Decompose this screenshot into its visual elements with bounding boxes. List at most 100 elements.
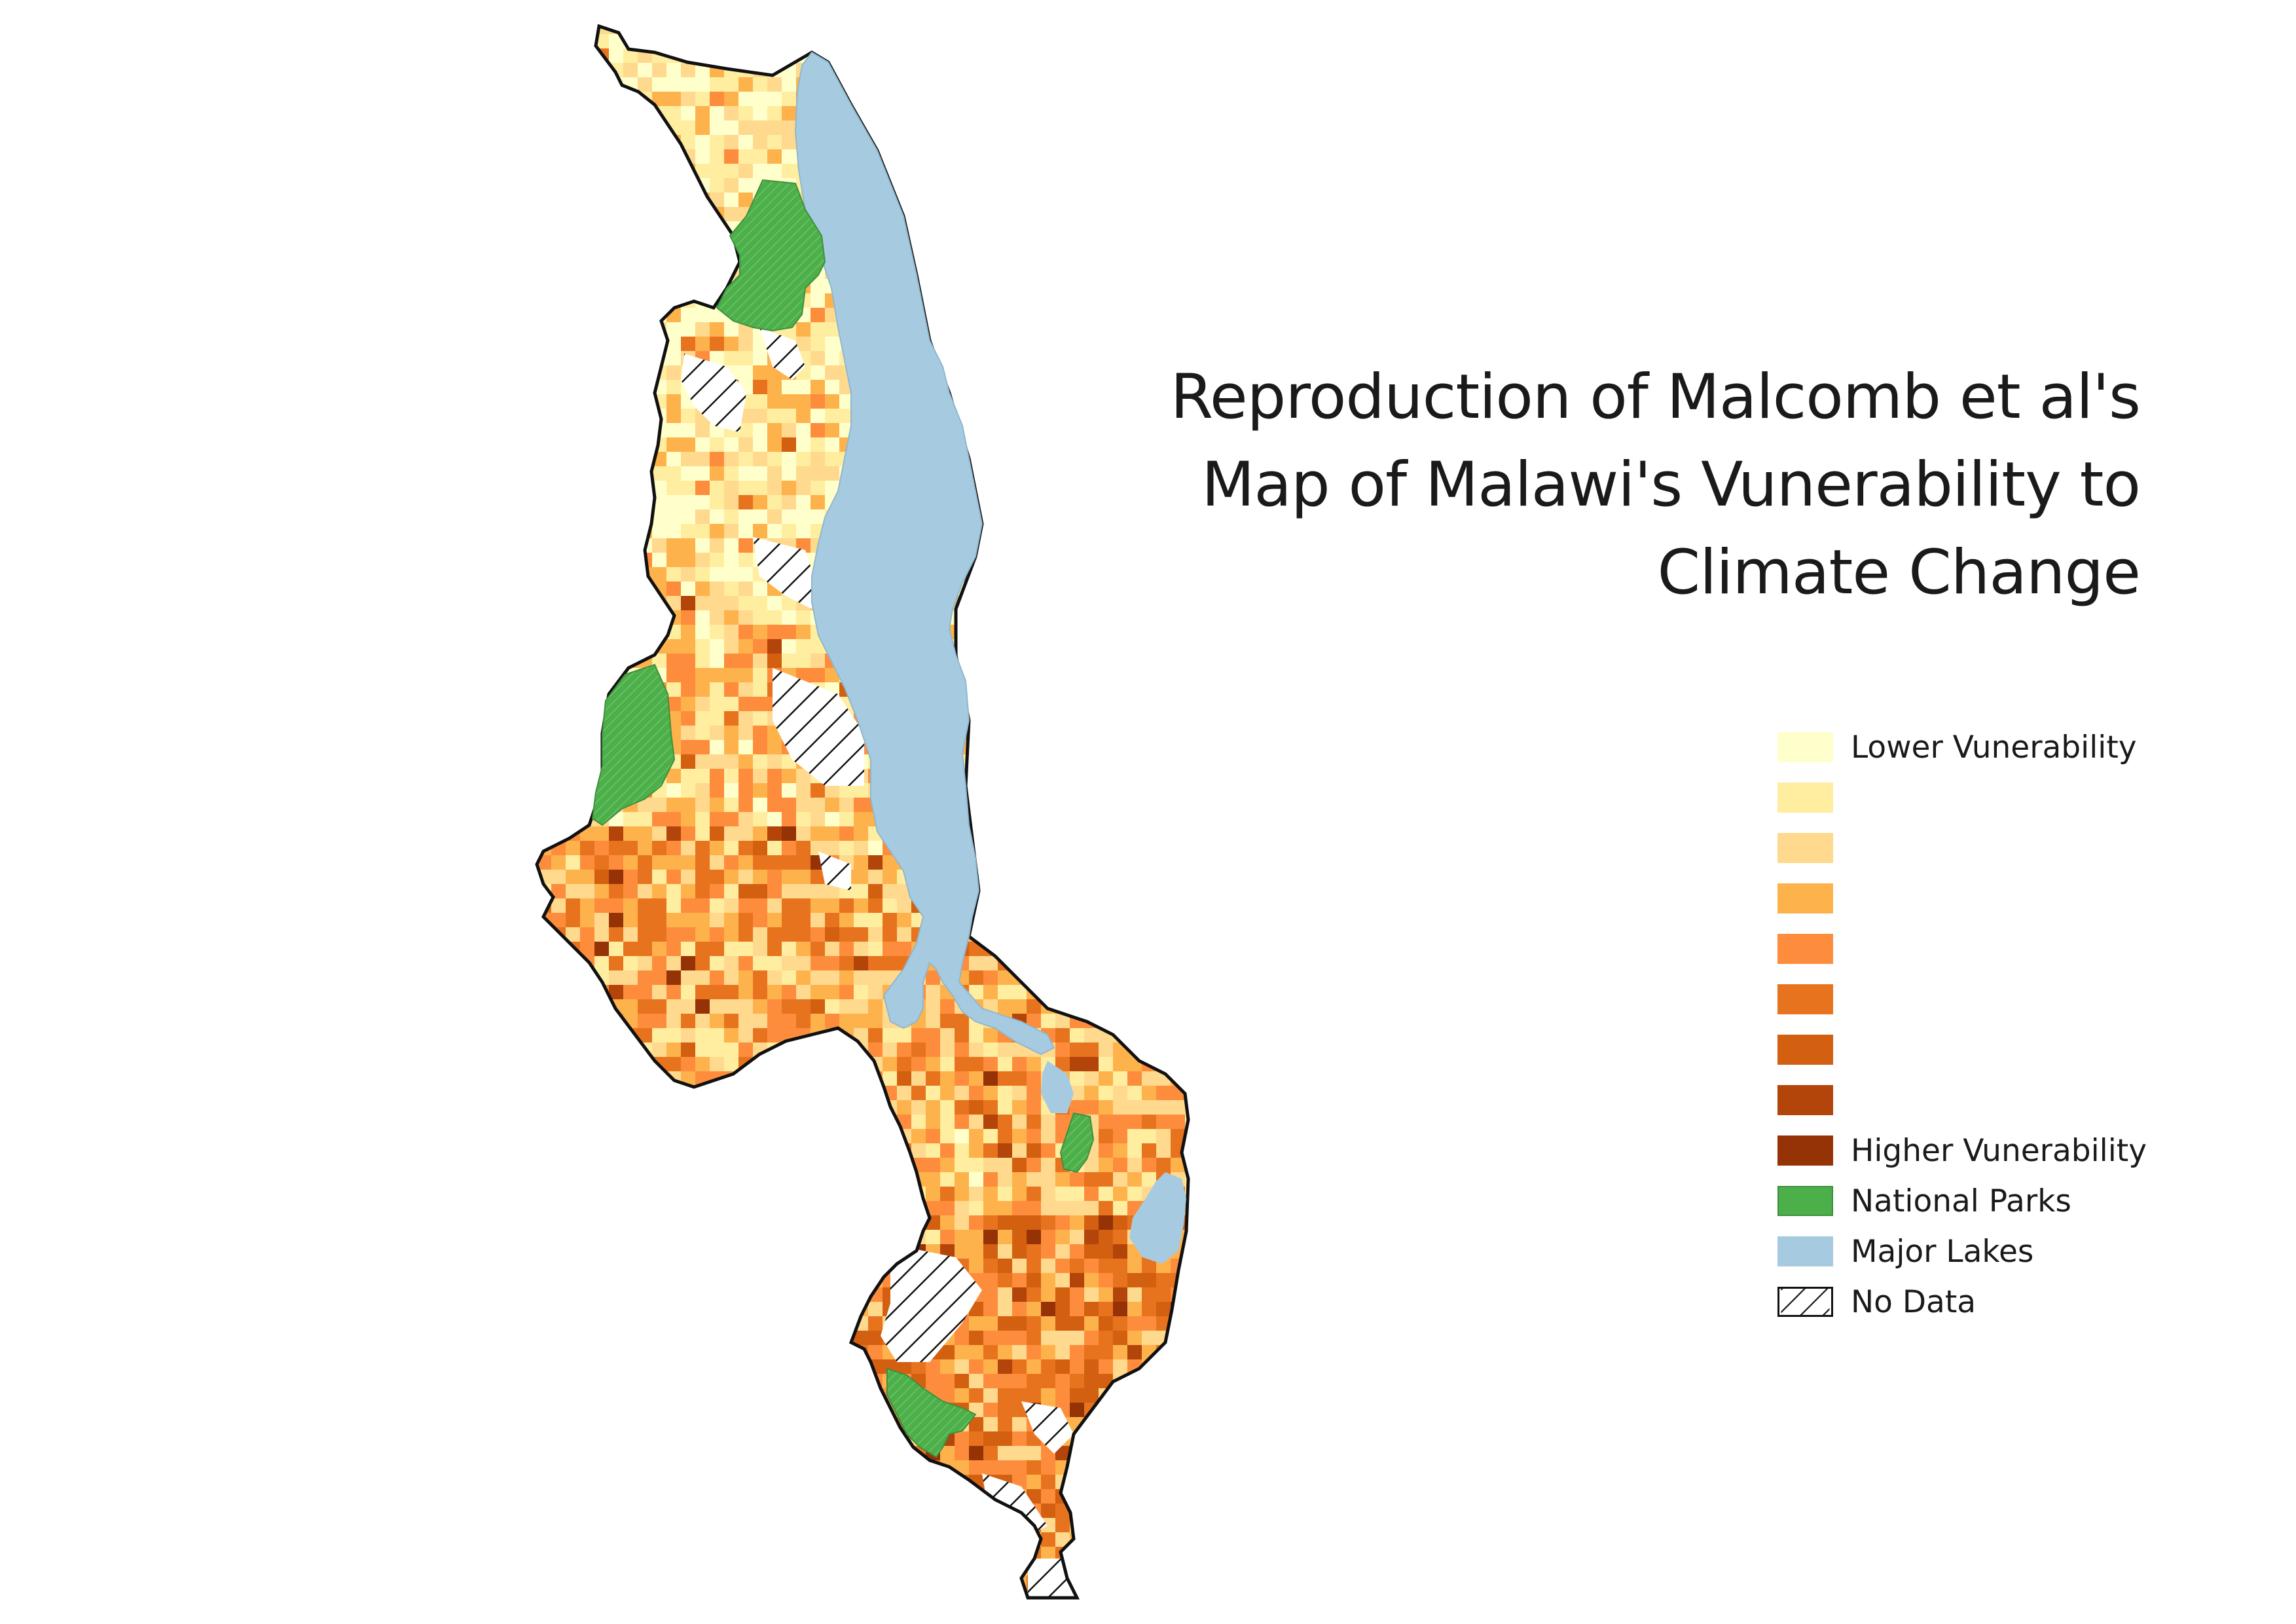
grid-cell — [738, 26, 753, 34]
grid-cell — [782, 394, 796, 409]
grid-cell — [825, 1460, 839, 1475]
grid-cell — [1142, 149, 1156, 164]
grid-cell — [695, 1532, 710, 1547]
grid-cell — [1185, 625, 1188, 639]
grid-cell — [825, 1431, 839, 1446]
grid-cell — [825, 1244, 839, 1259]
grid-cell — [1070, 538, 1084, 553]
grid-cell — [969, 293, 983, 308]
grid-cell — [537, 1374, 551, 1388]
grid-cell — [983, 625, 998, 639]
grid-cell — [681, 798, 695, 812]
grid-cell — [1084, 63, 1099, 77]
grid-cell — [854, 1417, 868, 1431]
grid-cell — [638, 481, 652, 495]
grid-cell — [724, 34, 738, 48]
grid-cell — [926, 1504, 940, 1518]
grid-cell — [566, 106, 580, 120]
grid-cell — [883, 106, 897, 120]
grid-cell — [1185, 265, 1188, 279]
grid-cell — [537, 337, 551, 351]
grid-cell — [1070, 1187, 1084, 1201]
grid-cell — [1041, 92, 1055, 106]
grid-cell — [969, 48, 983, 63]
grid-cell — [551, 596, 566, 610]
grid-cell — [969, 1115, 983, 1129]
grid-cell — [969, 1561, 983, 1576]
grid-cell — [1041, 697, 1055, 711]
grid-cell — [1113, 394, 1127, 409]
grid-cell — [638, 1071, 652, 1086]
grid-cell — [724, 1388, 738, 1403]
grid-cell — [695, 985, 710, 999]
grid-cell — [551, 524, 566, 538]
grid-cell — [839, 1071, 854, 1086]
grid-cell — [1084, 1158, 1099, 1172]
grid-cell — [767, 625, 782, 639]
grid-cell — [580, 870, 594, 884]
grid-cell — [839, 913, 854, 927]
grid-cell — [638, 1028, 652, 1043]
grid-cell — [710, 697, 724, 711]
grid-cell — [566, 279, 580, 293]
grid-cell — [1027, 596, 1041, 610]
grid-cell — [724, 1345, 738, 1359]
grid-cell — [566, 1345, 580, 1359]
grid-cell — [825, 1532, 839, 1547]
grid-cell — [983, 581, 998, 596]
grid-cell — [1099, 812, 1113, 826]
grid-cell — [753, 956, 767, 970]
grid-cell — [537, 999, 551, 1014]
grid-cell — [1012, 726, 1027, 740]
grid-cell — [1171, 1115, 1185, 1129]
grid-cell — [1084, 1287, 1099, 1302]
grid-cell — [955, 1489, 969, 1504]
grid-cell — [969, 1316, 983, 1331]
grid-cell — [983, 1504, 998, 1518]
grid-cell — [594, 149, 609, 164]
grid-cell — [1127, 812, 1142, 826]
grid-cell — [825, 999, 839, 1014]
grid-cell — [551, 236, 566, 250]
grid-cell — [609, 106, 623, 120]
grid-cell — [566, 783, 580, 798]
grid-cell — [724, 1460, 738, 1475]
grid-cell — [1099, 1158, 1113, 1172]
grid-cell — [666, 77, 681, 92]
grid-cell — [1171, 279, 1185, 293]
grid-cell — [1099, 970, 1113, 985]
grid-cell — [969, 250, 983, 265]
grid-cell — [940, 1057, 955, 1071]
grid-cell — [710, 1014, 724, 1028]
grid-cell — [1142, 1302, 1156, 1316]
grid-cell — [537, 1259, 551, 1273]
grid-cell — [940, 1071, 955, 1086]
grid-cell — [609, 1143, 623, 1158]
grid-cell — [537, 26, 551, 34]
grid-cell — [854, 1086, 868, 1100]
grid-cell — [666, 639, 681, 654]
grid-cell — [695, 1230, 710, 1244]
grid-cell — [969, 1547, 983, 1561]
grid-cell — [998, 740, 1012, 754]
grid-cell — [652, 149, 666, 164]
grid-cell — [782, 34, 796, 48]
grid-cell — [1127, 437, 1142, 452]
grid-cell — [1099, 1302, 1113, 1316]
grid-cell — [1127, 826, 1142, 841]
grid-cell — [854, 1014, 868, 1028]
grid-cell — [1055, 740, 1070, 754]
grid-cell — [1113, 92, 1127, 106]
grid-cell — [811, 1316, 825, 1331]
grid-cell — [652, 1403, 666, 1417]
grid-cell — [825, 380, 839, 394]
grid-cell — [537, 1403, 551, 1417]
grid-cell — [1185, 178, 1188, 193]
grid-cell — [911, 135, 926, 149]
grid-cell — [911, 236, 926, 250]
grid-cell — [926, 1158, 940, 1172]
grid-cell — [695, 596, 710, 610]
grid-cell — [811, 1331, 825, 1345]
grid-cell — [1127, 1388, 1142, 1403]
grid-cell — [623, 106, 638, 120]
